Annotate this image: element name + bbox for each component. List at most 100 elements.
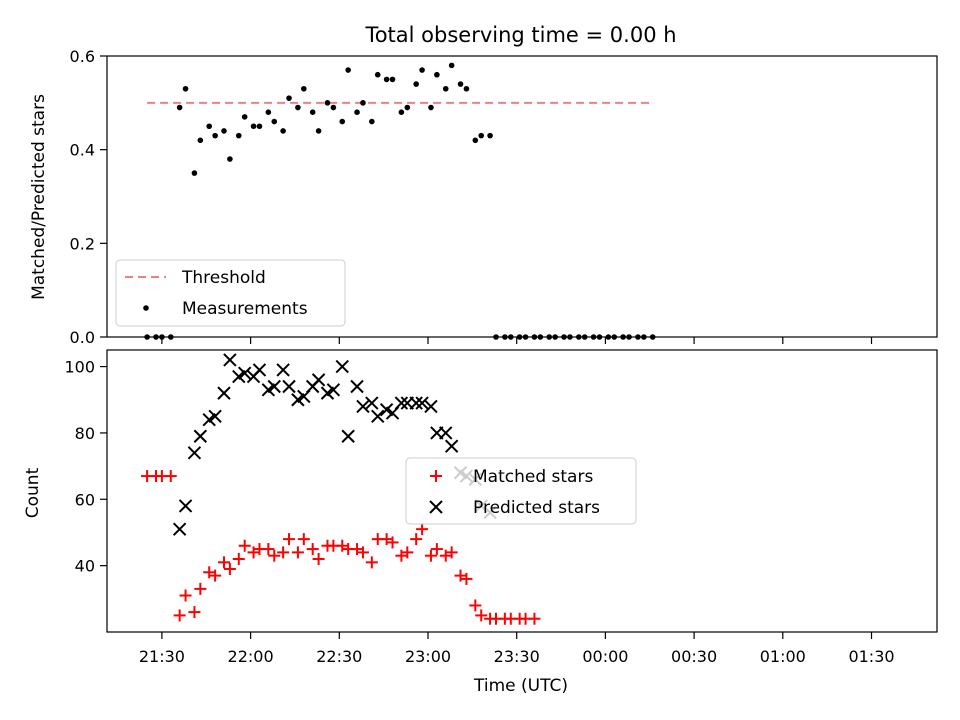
- measurement-point: [434, 71, 440, 78]
- measurement-point: [404, 104, 411, 111]
- predicted-star-marker: [223, 353, 237, 367]
- measurement-point: [295, 104, 301, 111]
- predicted-star-marker: [335, 359, 349, 374]
- predicted-star-marker: [350, 379, 364, 394]
- predicted-star-marker: [365, 396, 379, 410]
- ratio-legend[interactable]: Threshold Measurements: [115, 259, 346, 327]
- measurement-point: [369, 118, 375, 125]
- predicted-star-marker: [394, 396, 409, 410]
- measurement-point: [206, 123, 213, 130]
- x-axis-label: Time (UTC): [473, 676, 568, 696]
- measurements-legend-label: Measurements: [182, 299, 308, 319]
- measurement-point: [212, 132, 218, 139]
- matched-star-marker: [223, 562, 236, 575]
- matched-star-marker: [173, 609, 186, 622]
- measurement-point: [478, 132, 485, 139]
- x-tick-label: 00:00: [582, 647, 628, 666]
- ratio-panel: 0.0 0.2 0.4 0.6 Matched/Predicted stars Thr…: [29, 47, 938, 347]
- measurement-point: [339, 118, 346, 125]
- matched-star-marker: [232, 553, 245, 566]
- ratio-x-ticks: [161, 337, 873, 344]
- measurement-point: [345, 67, 351, 73]
- predicted-star-marker: [267, 379, 281, 394]
- matched-star-marker: [277, 546, 290, 559]
- predicted-star-marker: [237, 366, 252, 380]
- count-legend-box: [405, 457, 637, 525]
- matched-star-marker: [283, 533, 296, 546]
- matched-star-marker: [401, 546, 414, 559]
- y-tick-label: 100: [64, 358, 95, 377]
- measurement-point: [419, 67, 425, 73]
- measurement-point: [487, 132, 493, 139]
- predicted-legend-swatch: [429, 500, 443, 514]
- matched-star-marker: [445, 546, 458, 559]
- x-tick-label: 01:30: [848, 647, 894, 666]
- matched-star-marker: [238, 539, 251, 552]
- matched-star-marker: [460, 572, 473, 585]
- measurement-point: [413, 81, 419, 87]
- matched-star-marker: [312, 553, 325, 566]
- predicted-star-marker: [276, 363, 290, 377]
- predicted-star-marker: [193, 429, 208, 443]
- matched-star-marker: [386, 536, 399, 549]
- y-tick-label: 0.2: [70, 234, 95, 253]
- predicted-star-marker: [172, 522, 187, 536]
- count-legend[interactable]: Matched stars Predicted stars: [405, 457, 637, 525]
- matched-star-marker: [268, 549, 281, 562]
- x-tick-label: 00:30: [671, 647, 717, 666]
- measurement-point: [383, 76, 390, 83]
- x-tick-label: 23:30: [494, 647, 540, 666]
- predicted-star-marker: [282, 379, 296, 394]
- measurement-point: [280, 128, 286, 134]
- matched-star-marker: [188, 606, 201, 619]
- measurement-point: [389, 76, 396, 83]
- measurements-legend-swatch: [143, 305, 149, 311]
- predicted-legend-label: Predicted stars: [473, 498, 600, 518]
- matched-star-marker: [179, 589, 192, 602]
- ratio-plot-frame: [106, 55, 938, 338]
- matched-star-marker: [430, 543, 443, 556]
- count-y-axis-label: Count: [23, 467, 43, 518]
- predicted-star-marker: [424, 399, 438, 414]
- x-tick-label: 22:00: [228, 647, 274, 666]
- matched-star-marker: [416, 523, 429, 536]
- measurement-point: [398, 109, 405, 115]
- count-y-ticks: 40 60 80 100: [64, 358, 107, 576]
- matched-star-marker: [291, 546, 304, 559]
- measurement-point: [182, 85, 189, 92]
- measurement-point: [271, 118, 278, 125]
- measurement-point: [241, 114, 248, 120]
- predicted-star-marker: [208, 409, 222, 424]
- predicted-star-marker: [326, 383, 341, 397]
- matched-legend-label: Matched stars: [473, 467, 593, 487]
- measurement-point: [472, 137, 479, 144]
- measurement-point: [448, 62, 455, 69]
- measurement-point: [428, 104, 434, 111]
- count-panel: 40 60 80 100 21:30 22:00 22:30 23:00 23:30 00:00…: [23, 349, 938, 696]
- measurement-point: [309, 109, 316, 115]
- matched-star-marker: [469, 599, 482, 612]
- matched-star-marker: [217, 556, 230, 569]
- measurement-point: [256, 123, 263, 130]
- measurement-point: [315, 128, 322, 134]
- matched-star-marker: [209, 569, 222, 582]
- predicted-star-marker: [356, 399, 370, 414]
- matched-star-marker: [262, 543, 275, 556]
- measurement-point: [360, 100, 366, 106]
- measurement-point: [442, 85, 449, 92]
- measurement-point: [286, 95, 292, 101]
- measurement-point: [197, 137, 204, 144]
- measurement-point: [463, 85, 470, 92]
- y-tick-label: 80: [75, 424, 95, 443]
- x-tick-label: 01:00: [760, 647, 806, 666]
- ratio-plot-area: [144, 62, 656, 340]
- measurement-point: [250, 123, 257, 130]
- matched-star-marker: [528, 612, 541, 625]
- matched-star-marker: [194, 582, 207, 595]
- y-tick-label: 60: [75, 490, 95, 509]
- matched-star-marker: [297, 533, 310, 546]
- matched-star-marker: [365, 556, 378, 569]
- predicted-star-marker: [371, 409, 385, 424]
- y-tick-label: 0.4: [70, 141, 95, 160]
